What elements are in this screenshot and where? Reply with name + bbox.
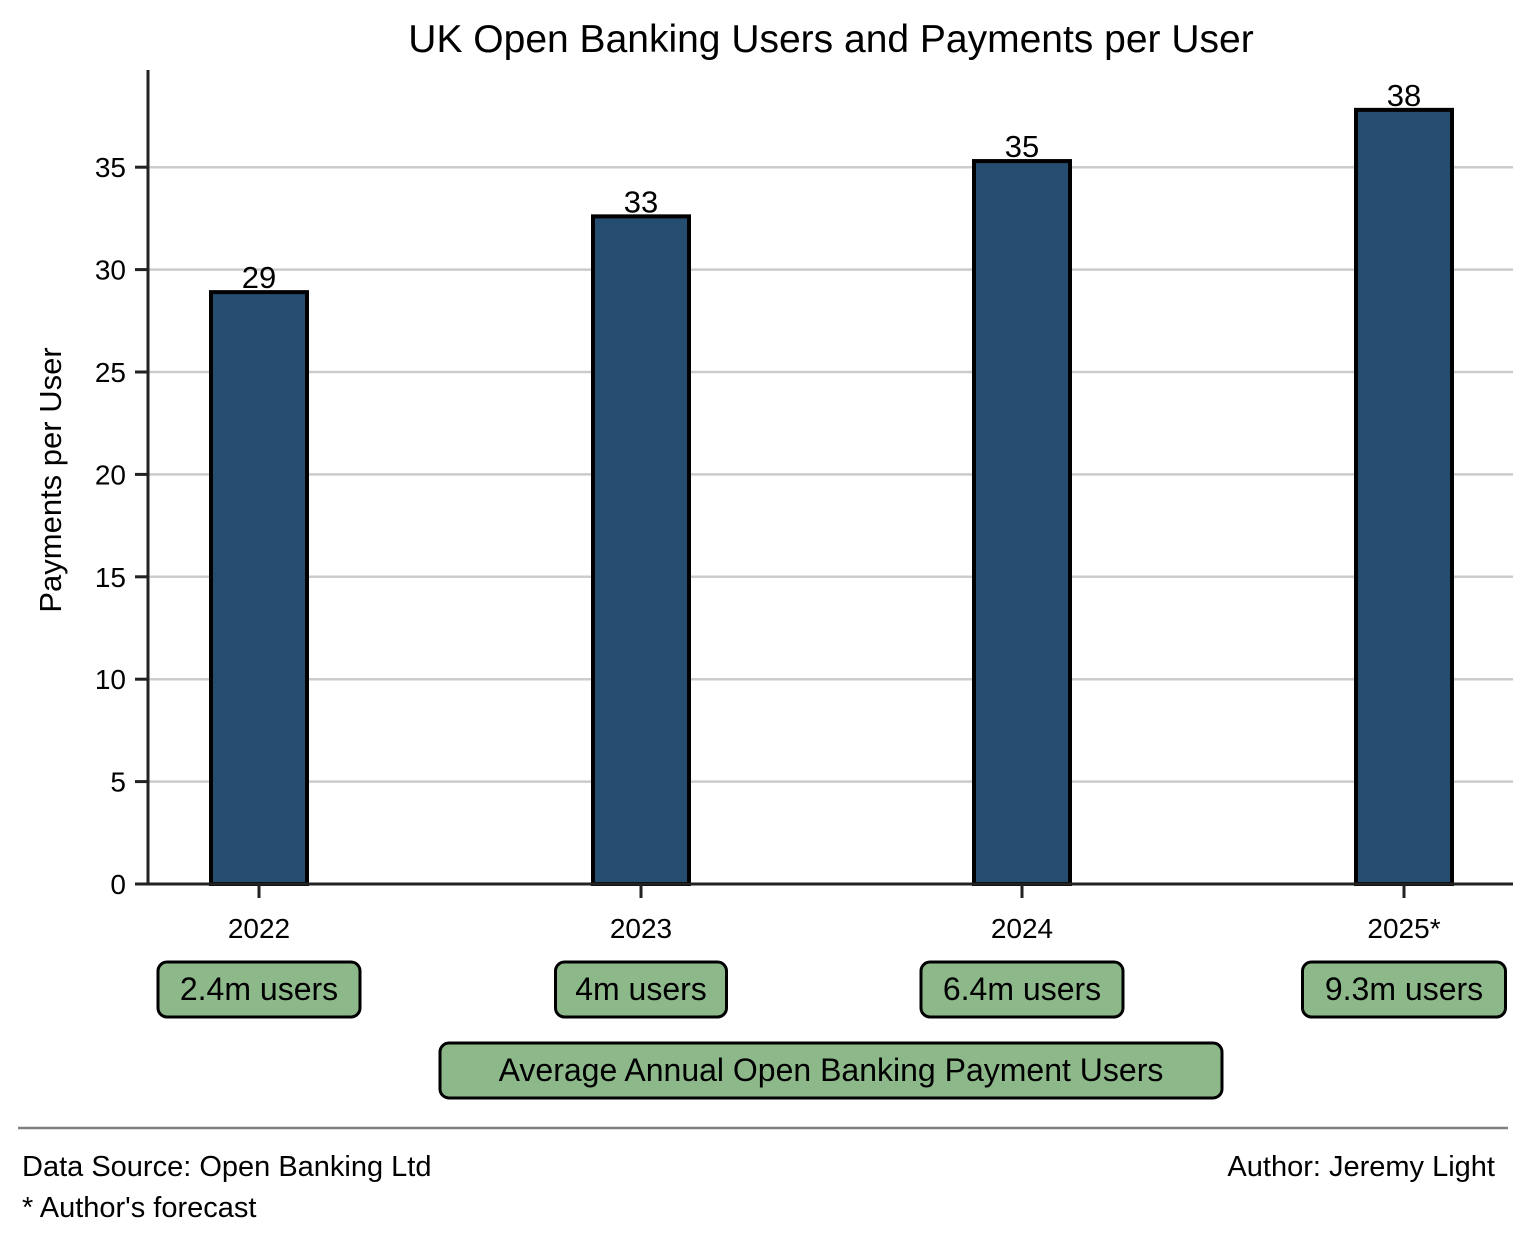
- x-tick-label: 2022: [228, 913, 290, 944]
- x-ticks: 2022 2023 2024 2025*: [228, 884, 1441, 944]
- y-tick-label: 30: [95, 255, 126, 286]
- user-count-box: [1301, 960, 1507, 1019]
- data-label: 38: [1387, 78, 1421, 113]
- user-count-box: [156, 960, 362, 1019]
- data-label: 33: [624, 184, 658, 219]
- x-tick-label: 2023: [610, 913, 672, 944]
- y-tick-label: 0: [110, 869, 126, 900]
- data-source: Data Source: Open Banking Ltd: [22, 1151, 431, 1183]
- users-caption-box: Average Annual Open Banking Payment User…: [438, 1041, 1224, 1100]
- users-caption: Average Annual Open Banking Payment User…: [499, 1052, 1164, 1088]
- chart-title: UK Open Banking Users and Payments per U…: [408, 18, 1253, 61]
- user-count-boxes: 2.4m users 4m users 6.4m users 9.3m users: [156, 960, 1507, 1019]
- user-count-label: 9.3m users: [1325, 971, 1483, 1007]
- x-tick-label: 2024: [991, 913, 1053, 944]
- y-tick-label: 15: [95, 562, 126, 593]
- user-count-label: 2.4m users: [180, 971, 338, 1007]
- y-tick-label: 10: [95, 664, 126, 695]
- y-tick-label: 5: [110, 767, 126, 798]
- bar-2025*: [1354, 107, 1454, 886]
- user-count-label: 4m users: [575, 971, 707, 1007]
- axes: [146, 70, 1513, 886]
- user-count-label: 6.4m users: [943, 971, 1101, 1007]
- bar-2024: [972, 159, 1072, 886]
- gridlines: [148, 165, 1513, 783]
- data-labels: 29 33 35 38: [242, 78, 1421, 295]
- user-count-box: [554, 960, 728, 1019]
- data-label: 35: [1005, 129, 1039, 164]
- bar-2023: [591, 214, 691, 887]
- bars: [209, 107, 1454, 887]
- y-tick-label: 25: [95, 357, 126, 388]
- x-tick-label: 2025*: [1367, 913, 1440, 944]
- forecast-note: * Author's forecast: [22, 1192, 256, 1224]
- author-credit: Author: Jeremy Light: [1227, 1151, 1495, 1183]
- y-axis-label: Payments per User: [33, 347, 68, 612]
- bar-2022: [209, 290, 309, 886]
- y-tick-label: 35: [95, 152, 126, 183]
- user-count-box: [919, 960, 1125, 1019]
- users-caption-background: [438, 1041, 1224, 1100]
- y-ticks: 0 5 10 15 20 25 30 35: [95, 152, 148, 900]
- y-tick-label: 20: [95, 459, 126, 490]
- data-label: 29: [242, 260, 276, 295]
